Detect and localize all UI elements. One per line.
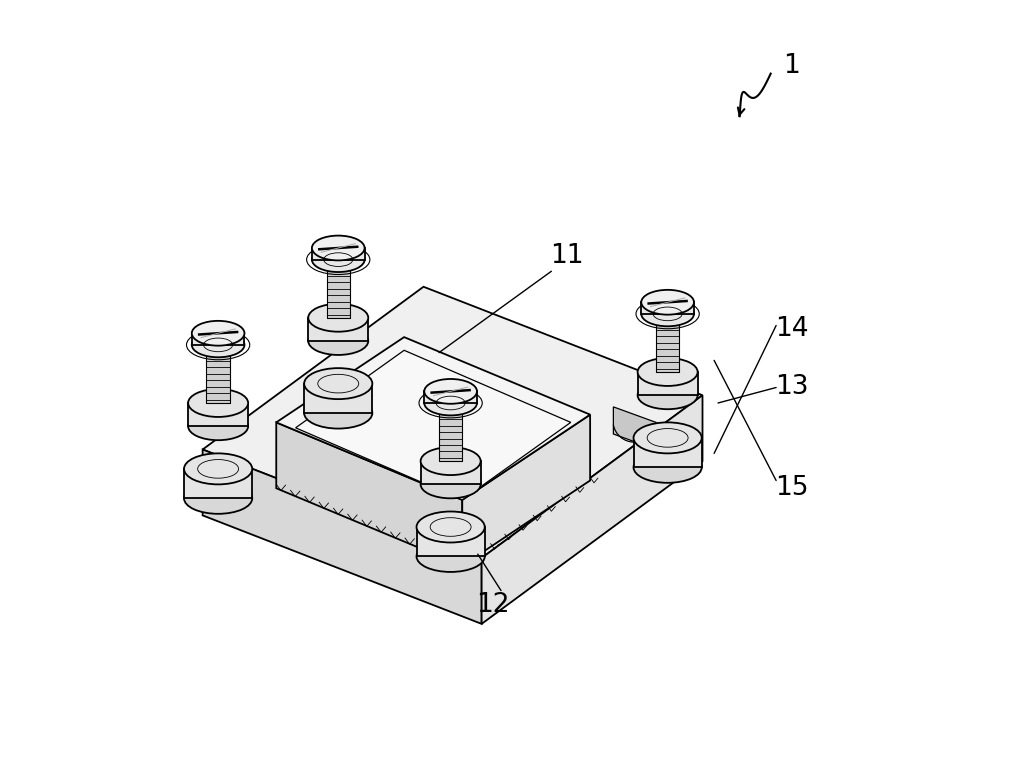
Ellipse shape (420, 470, 480, 498)
Ellipse shape (308, 327, 368, 355)
Polygon shape (276, 422, 462, 566)
Ellipse shape (312, 247, 365, 272)
Polygon shape (425, 391, 477, 403)
Ellipse shape (633, 422, 701, 453)
Ellipse shape (307, 392, 370, 422)
Polygon shape (308, 318, 368, 341)
Ellipse shape (641, 290, 694, 315)
Polygon shape (184, 469, 252, 498)
Polygon shape (420, 461, 480, 484)
Ellipse shape (425, 379, 477, 404)
Text: 14: 14 (775, 316, 809, 343)
Polygon shape (202, 287, 702, 558)
Ellipse shape (186, 477, 250, 507)
Polygon shape (633, 438, 701, 467)
Polygon shape (439, 403, 462, 461)
Polygon shape (295, 350, 571, 500)
Polygon shape (637, 372, 697, 395)
Ellipse shape (633, 452, 701, 483)
Ellipse shape (188, 389, 248, 417)
Polygon shape (312, 248, 365, 260)
Ellipse shape (637, 381, 697, 409)
Polygon shape (207, 345, 229, 403)
Ellipse shape (418, 536, 482, 565)
Ellipse shape (188, 412, 248, 440)
Ellipse shape (636, 443, 699, 472)
Text: 13: 13 (775, 374, 809, 401)
Ellipse shape (304, 398, 372, 429)
Ellipse shape (641, 301, 694, 326)
Ellipse shape (184, 453, 252, 484)
Polygon shape (326, 260, 350, 318)
Polygon shape (656, 314, 680, 372)
Ellipse shape (637, 358, 697, 386)
Text: 1: 1 (783, 53, 800, 79)
Text: 11: 11 (551, 243, 584, 269)
Text: 15: 15 (775, 475, 809, 501)
Ellipse shape (308, 304, 368, 332)
Ellipse shape (312, 236, 365, 260)
Text: 12: 12 (476, 591, 510, 618)
Ellipse shape (304, 368, 372, 399)
Polygon shape (416, 527, 484, 556)
Ellipse shape (192, 321, 245, 346)
Polygon shape (202, 449, 481, 624)
Polygon shape (614, 407, 656, 449)
Ellipse shape (420, 447, 480, 475)
Ellipse shape (416, 541, 484, 572)
Ellipse shape (425, 391, 477, 415)
Ellipse shape (416, 512, 484, 542)
Polygon shape (276, 337, 590, 500)
Polygon shape (462, 415, 590, 566)
Ellipse shape (192, 332, 245, 357)
Polygon shape (192, 333, 245, 345)
Polygon shape (641, 302, 694, 314)
Polygon shape (304, 384, 372, 413)
Ellipse shape (184, 483, 252, 514)
Polygon shape (481, 395, 702, 624)
Polygon shape (188, 403, 248, 426)
